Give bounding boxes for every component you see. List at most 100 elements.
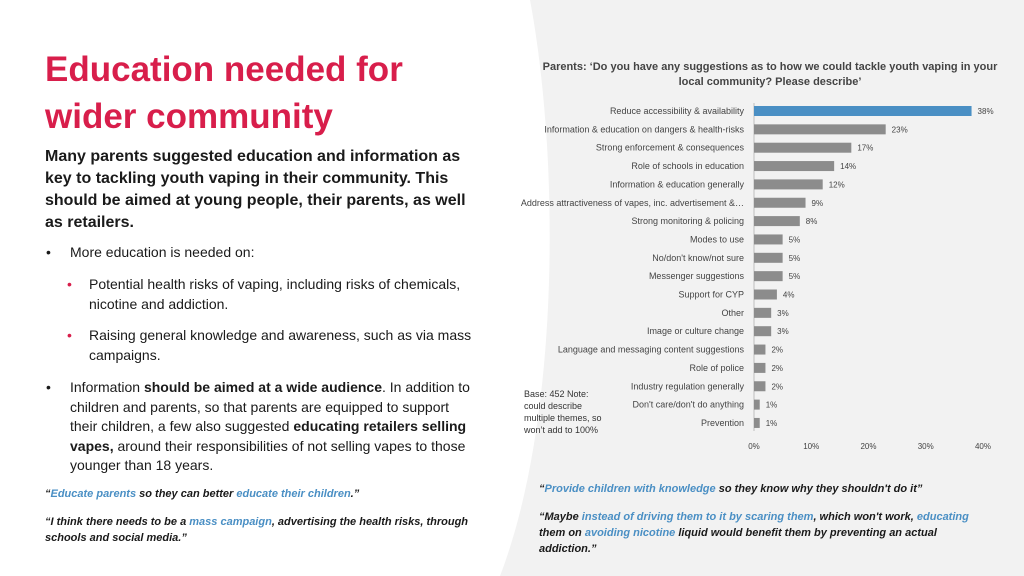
bullet-marker: • (67, 327, 72, 343)
bullet-more-education: • More education is needed on: (46, 243, 475, 263)
bar (754, 417, 760, 428)
value-label: 38% (978, 107, 994, 116)
bar (754, 381, 766, 392)
category-label: Address attractiveness of vapes, inc. ad… (521, 198, 744, 208)
sub-bullet-awareness: • Raising general knowledge and awarenes… (67, 326, 484, 365)
x-tick-label: 20% (860, 442, 876, 451)
category-label: Image or culture change (647, 326, 744, 336)
category-label: Strong enforcement & consequences (596, 143, 745, 153)
quote-highlight: educate their children (236, 488, 351, 500)
bullet-text: Raising general knowledge and awareness,… (89, 327, 472, 363)
value-label: 2% (771, 364, 783, 373)
quote-mass-campaign: “I think there needs to be a mass campai… (45, 514, 485, 546)
category-label: Information & education generally (610, 179, 745, 189)
quote-highlight: Educate parents (50, 488, 137, 500)
sub-bullet-health-risks: • Potential health risks of vaping, incl… (67, 275, 475, 314)
quote-text: them on (539, 527, 585, 539)
category-label: Modes to use (690, 234, 744, 244)
category-label: No/don't know/not sure (652, 253, 744, 263)
quote-text: so they know why they shouldn't do it” (715, 483, 923, 495)
bullet-text: Potential health risks of vaping, includ… (89, 276, 461, 312)
quote-open: “ (539, 483, 545, 495)
bullet-text-post: around their responsibilities of not sel… (70, 437, 466, 474)
quote-highlight: Provide children with knowledge (544, 483, 716, 495)
value-label: 5% (789, 254, 801, 263)
value-label: 4% (783, 291, 795, 300)
bar (754, 179, 823, 190)
category-label: Reduce accessibility & availability (610, 106, 745, 116)
value-label: 8% (806, 217, 818, 226)
value-label: 2% (771, 346, 783, 355)
category-label: Messenger suggestions (649, 271, 745, 281)
category-label: Role of schools in education (631, 161, 744, 171)
bullet-marker: • (46, 379, 51, 395)
value-label: 14% (840, 162, 856, 171)
bar (754, 326, 772, 337)
category-label: Other (721, 308, 744, 318)
quote-provide-knowledge: “Provide children with knowledge so they… (539, 481, 999, 497)
bar (754, 124, 886, 135)
bar (754, 289, 777, 300)
value-label: 17% (857, 144, 873, 153)
bullet-text-mid: . In addition to children and parents, s… (70, 379, 470, 434)
bar (754, 106, 972, 116)
value-label: 23% (892, 125, 908, 134)
bar (754, 234, 783, 245)
value-label: 1% (766, 419, 778, 428)
bullet-text: More education is needed on: (70, 244, 255, 260)
value-label: 5% (789, 235, 801, 244)
bullet-marker: • (67, 276, 72, 292)
quote-highlight: instead of driving them to it by scaring… (581, 511, 814, 523)
quote-text: , advertising the health risks, through … (45, 516, 469, 544)
quote-educate-parents: “Educate parents so they can better educ… (45, 486, 485, 502)
category-label: Support for CYP (678, 290, 744, 300)
bar (754, 344, 766, 355)
chart-base-note: Base: 452 Note: could describe multiple … (524, 389, 602, 435)
x-tick-label: 30% (918, 442, 934, 451)
bar (754, 216, 800, 227)
bullet-marker: • (46, 244, 51, 260)
bar (754, 362, 766, 373)
category-label: Prevention (701, 418, 744, 428)
chart-title: Parents: ‘Do you have any suggestions as… (542, 61, 998, 88)
category-label: Strong monitoring & policing (631, 216, 744, 226)
category-label: Language and messaging content suggestio… (558, 345, 745, 355)
quote-highlight: avoiding nicotine (584, 527, 676, 539)
quote-highlight: educating (916, 511, 969, 523)
page-title: Education needed for wider community (45, 50, 403, 136)
quote-close: .” (350, 488, 360, 500)
quote-text: “Maybe (539, 511, 582, 523)
x-tick-label: 40% (975, 442, 991, 451)
value-label: 3% (777, 327, 789, 336)
bar (754, 142, 852, 153)
x-tick-label: 10% (803, 442, 819, 451)
value-label: 5% (789, 272, 801, 281)
category-label: Industry regulation generally (631, 381, 745, 391)
quote-open: “ (45, 488, 51, 500)
quote-highlight: mass campaign (189, 516, 272, 528)
value-label: 9% (812, 199, 824, 208)
quote-text: , which won't work, (813, 511, 917, 523)
bullet-text-bold: should be aimed at a wide audience (143, 379, 382, 395)
category-label: Role of police (689, 363, 744, 373)
bar (754, 271, 783, 282)
quote-text: liquid would benefit them by preventing … (539, 527, 937, 555)
bar (754, 399, 760, 410)
bar (754, 252, 783, 263)
bullet-wide-audience: • Information should be aimed at a wide … (46, 378, 472, 476)
category-label: Information & education on dangers & hea… (544, 124, 744, 134)
x-tick-label: 0% (748, 442, 760, 451)
bar (754, 197, 806, 208)
bar (754, 307, 772, 318)
quote-text: “I think there needs to be a (45, 516, 190, 528)
bullet-text-pre: Information (70, 379, 144, 395)
value-label: 3% (777, 309, 789, 318)
value-label: 2% (771, 382, 783, 391)
quote-avoid-nicotine: “Maybe instead of driving them to it by … (539, 509, 989, 557)
quote-text: so they can better (136, 488, 237, 500)
bullet-text-bold-retailers: educating retailers selling vapes, (70, 418, 467, 454)
value-label: 12% (829, 180, 845, 189)
bar (754, 161, 835, 172)
